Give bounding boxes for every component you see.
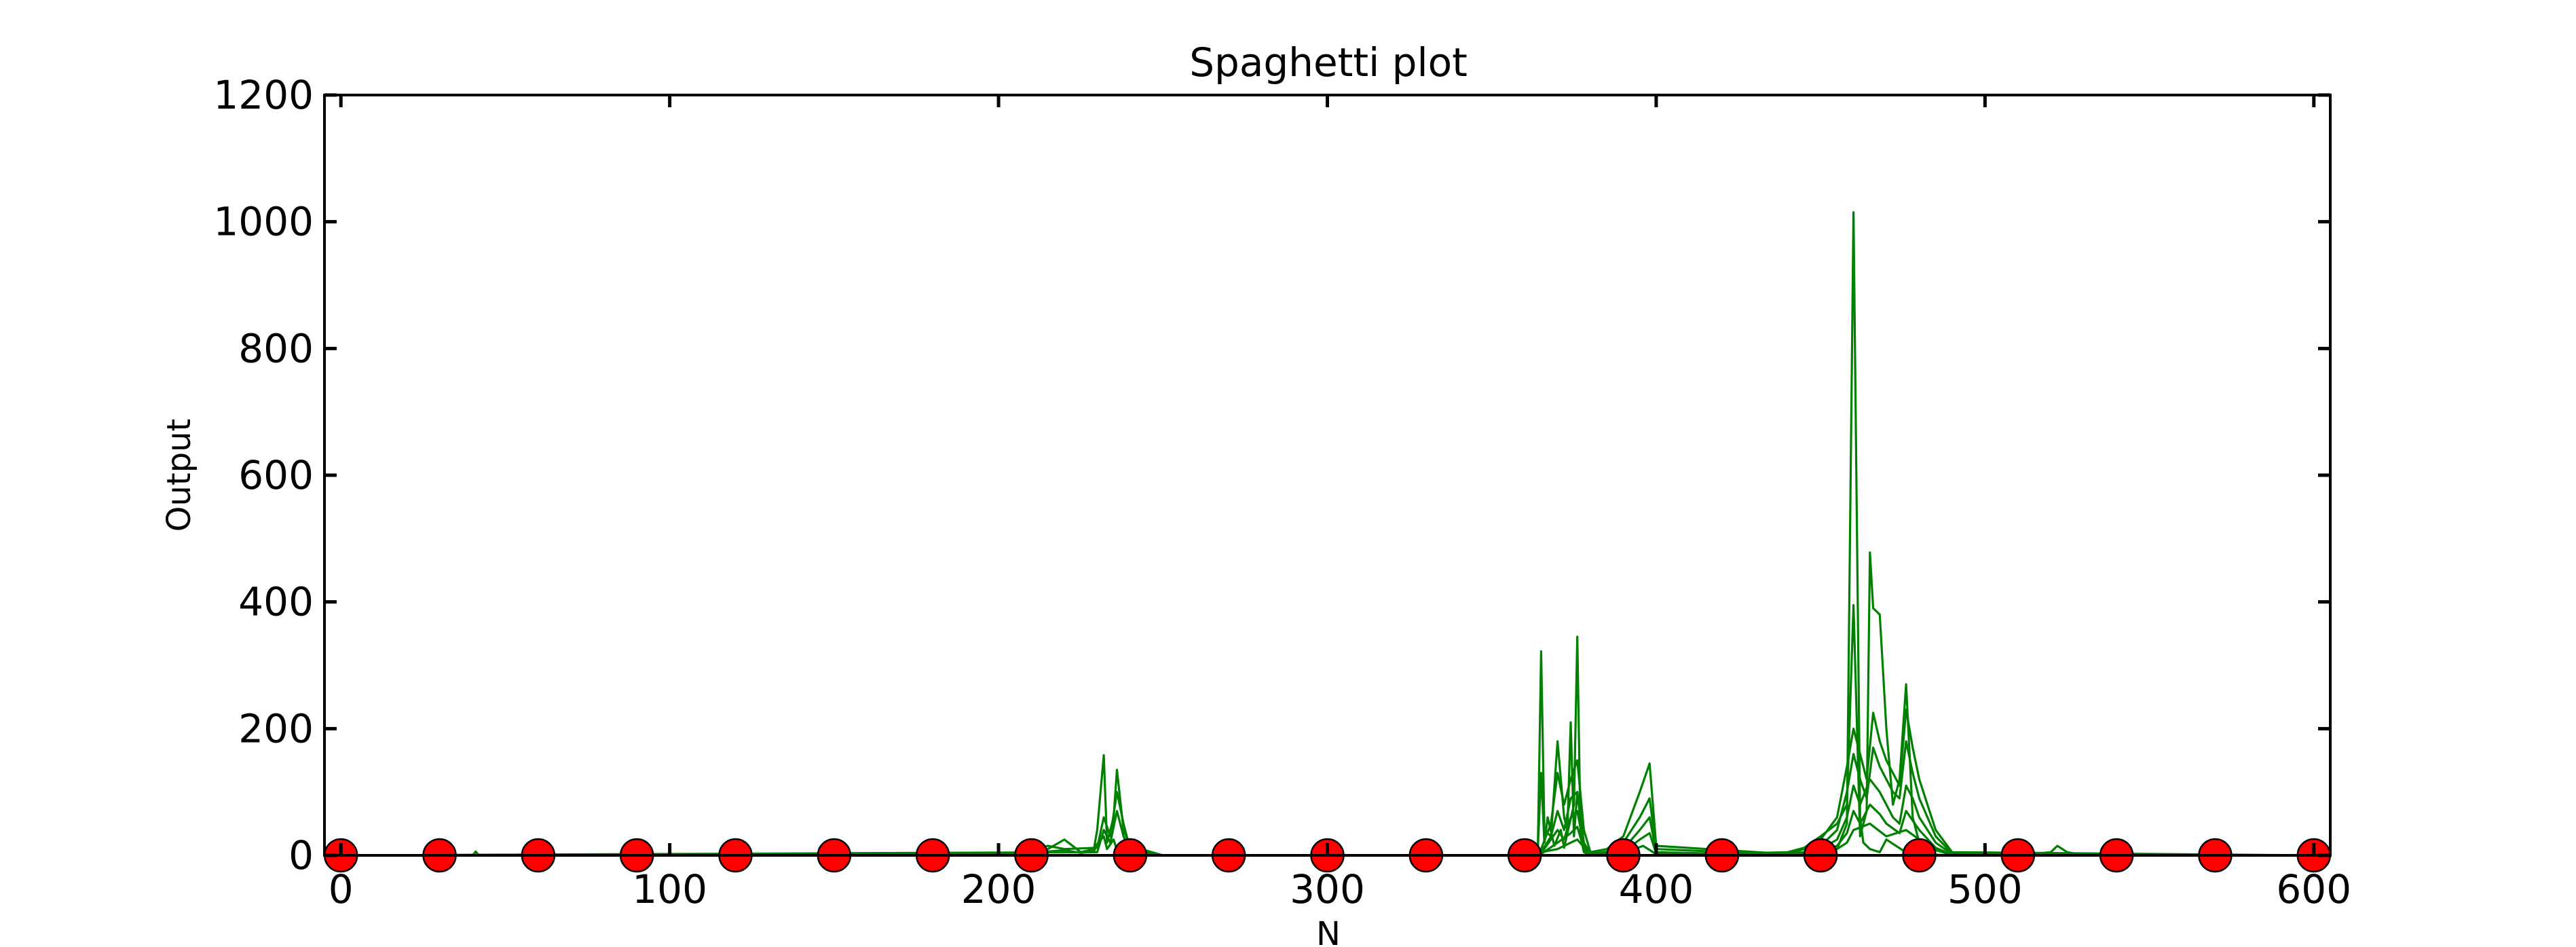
x-tick-label: 300 (1290, 866, 1365, 912)
y-tick-label: 800 (238, 325, 314, 371)
series-line-2 (341, 551, 2314, 857)
chart-title: Spaghetti plot (1189, 39, 1468, 86)
y-tick-label: 1200 (213, 72, 314, 118)
y-axis-label: Output (160, 419, 198, 532)
x-tick-label: 500 (1947, 866, 2023, 912)
y-tick-label: 400 (238, 579, 314, 625)
x-tick-label: 0 (329, 866, 354, 912)
marker-group (323, 838, 2332, 873)
x-tick-label: 100 (632, 866, 707, 912)
plot-frame (323, 94, 2332, 857)
series-line-1 (341, 211, 2314, 857)
y-tick-label: 600 (238, 452, 314, 498)
y-tick-label: 0 (288, 832, 314, 878)
y-tick-label: 200 (238, 705, 314, 751)
series-line-3 (341, 708, 2314, 857)
x-tick-label: 400 (1619, 866, 1694, 912)
y-tick-label: 1000 (213, 199, 314, 245)
x-axis-label: N (1316, 915, 1341, 947)
axes-group: 0 100 200 300 400 500 600 0 200 400 600 800 1000 1200 (213, 72, 2351, 912)
series-group (341, 211, 2314, 857)
x-tick-label: 200 (961, 866, 1037, 912)
x-tick-label: 600 (2276, 866, 2351, 912)
series-line-7 (341, 822, 2314, 857)
